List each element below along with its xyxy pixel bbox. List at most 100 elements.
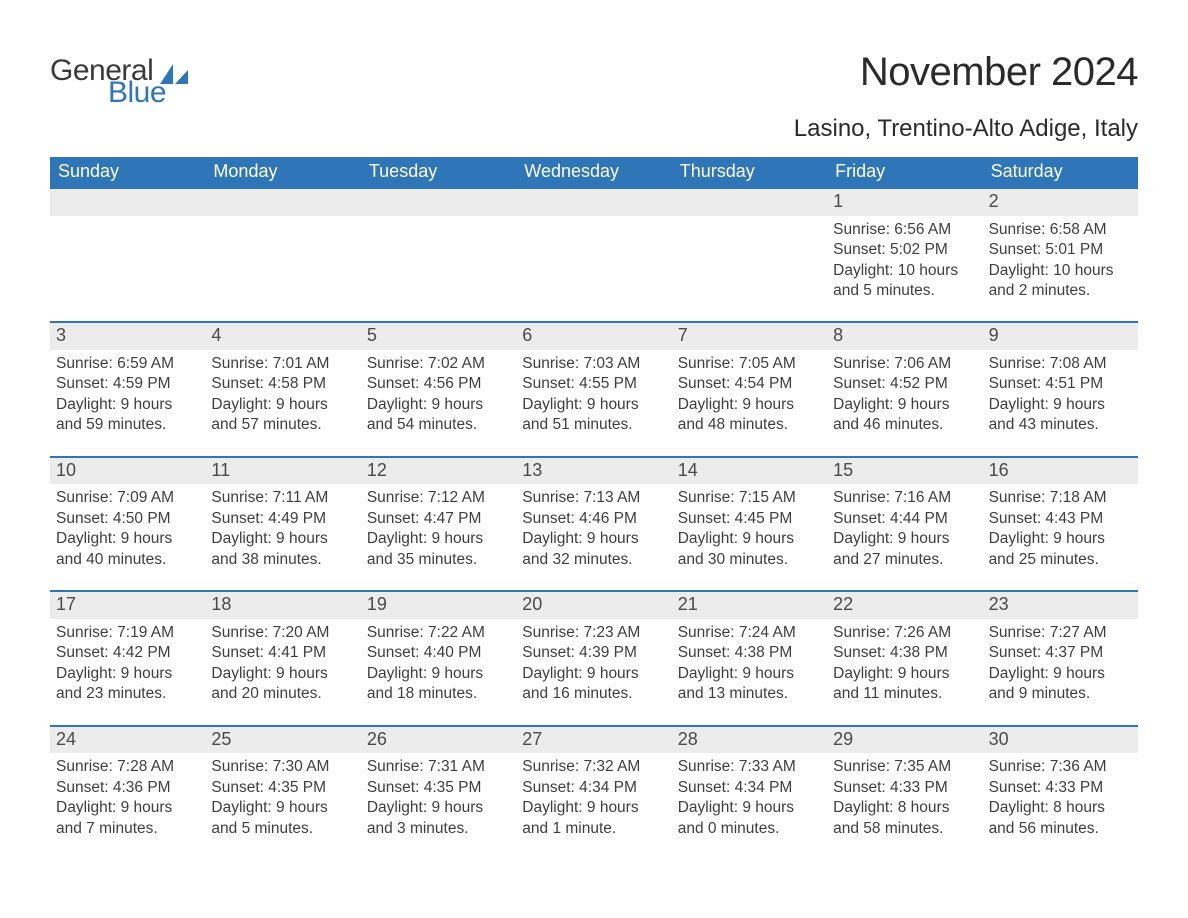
sunset-text: Sunset: 4:58 PM: [211, 374, 354, 394]
day-cell: 26Sunrise: 7:31 AMSunset: 4:35 PMDayligh…: [361, 727, 516, 843]
daylight-text: Daylight: 9 hours and 35 minutes.: [367, 529, 510, 570]
day-details: Sunrise: 7:16 AMSunset: 4:44 PMDaylight:…: [827, 484, 982, 574]
day-cell: 27Sunrise: 7:32 AMSunset: 4:34 PMDayligh…: [516, 727, 671, 843]
sunset-text: Sunset: 4:46 PM: [522, 509, 665, 529]
sunrise-text: Sunrise: 7:16 AM: [833, 488, 976, 508]
sunrise-text: Sunrise: 7:03 AM: [522, 354, 665, 374]
week-row: 1Sunrise: 6:56 AMSunset: 5:02 PMDaylight…: [50, 187, 1138, 305]
day-number: 14: [672, 458, 827, 485]
day-details: Sunrise: 7:19 AMSunset: 4:42 PMDaylight:…: [50, 619, 205, 709]
sunrise-text: Sunrise: 7:24 AM: [678, 623, 821, 643]
day-number: 19: [361, 592, 516, 619]
title-location: Lasino, Trentino-Alto Adige, Italy: [794, 115, 1138, 143]
sunset-text: Sunset: 4:35 PM: [367, 778, 510, 798]
day-details: Sunrise: 7:08 AMSunset: 4:51 PMDaylight:…: [983, 350, 1138, 440]
day-cell: 3Sunrise: 6:59 AMSunset: 4:59 PMDaylight…: [50, 323, 205, 439]
sunset-text: Sunset: 4:35 PM: [211, 778, 354, 798]
daylight-text: Daylight: 10 hours and 2 minutes.: [989, 261, 1132, 302]
day-details: [50, 216, 205, 224]
sunset-text: Sunset: 4:47 PM: [367, 509, 510, 529]
day-number: 15: [827, 458, 982, 485]
day-cell: 23Sunrise: 7:27 AMSunset: 4:37 PMDayligh…: [983, 592, 1138, 708]
day-cell: 16Sunrise: 7:18 AMSunset: 4:43 PMDayligh…: [983, 458, 1138, 574]
daylight-text: Daylight: 9 hours and 1 minute.: [522, 798, 665, 839]
day-cell: 24Sunrise: 7:28 AMSunset: 4:36 PMDayligh…: [50, 727, 205, 843]
daylight-text: Daylight: 9 hours and 20 minutes.: [211, 664, 354, 705]
day-number: 18: [205, 592, 360, 619]
day-number: 27: [516, 727, 671, 754]
sunrise-text: Sunrise: 6:59 AM: [56, 354, 199, 374]
day-cell: 30Sunrise: 7:36 AMSunset: 4:33 PMDayligh…: [983, 727, 1138, 843]
day-cell: 2Sunrise: 6:58 AMSunset: 5:01 PMDaylight…: [983, 189, 1138, 305]
day-number: [50, 189, 205, 216]
day-cell: 19Sunrise: 7:22 AMSunset: 4:40 PMDayligh…: [361, 592, 516, 708]
sunrise-text: Sunrise: 7:23 AM: [522, 623, 665, 643]
daylight-text: Daylight: 9 hours and 16 minutes.: [522, 664, 665, 705]
day-cell: 8Sunrise: 7:06 AMSunset: 4:52 PMDaylight…: [827, 323, 982, 439]
daylight-text: Daylight: 9 hours and 23 minutes.: [56, 664, 199, 705]
sunrise-text: Sunrise: 7:06 AM: [833, 354, 976, 374]
day-details: Sunrise: 7:05 AMSunset: 4:54 PMDaylight:…: [672, 350, 827, 440]
daylight-text: Daylight: 9 hours and 0 minutes.: [678, 798, 821, 839]
day-details: Sunrise: 7:31 AMSunset: 4:35 PMDaylight:…: [361, 753, 516, 843]
sunrise-text: Sunrise: 6:56 AM: [833, 220, 976, 240]
sunrise-text: Sunrise: 7:36 AM: [989, 757, 1132, 777]
daylight-text: Daylight: 9 hours and 54 minutes.: [367, 395, 510, 436]
daylight-text: Daylight: 9 hours and 18 minutes.: [367, 664, 510, 705]
day-details: Sunrise: 7:03 AMSunset: 4:55 PMDaylight:…: [516, 350, 671, 440]
sunrise-text: Sunrise: 7:20 AM: [211, 623, 354, 643]
sunset-text: Sunset: 4:49 PM: [211, 509, 354, 529]
daylight-text: Daylight: 9 hours and 27 minutes.: [833, 529, 976, 570]
day-details: [205, 216, 360, 224]
sunset-text: Sunset: 4:56 PM: [367, 374, 510, 394]
sunrise-text: Sunrise: 7:28 AM: [56, 757, 199, 777]
sunset-text: Sunset: 4:33 PM: [833, 778, 976, 798]
sunset-text: Sunset: 4:51 PM: [989, 374, 1132, 394]
sunset-text: Sunset: 4:34 PM: [678, 778, 821, 798]
day-cell: [361, 189, 516, 305]
day-number: 10: [50, 458, 205, 485]
day-details: Sunrise: 7:11 AMSunset: 4:49 PMDaylight:…: [205, 484, 360, 574]
weekday-header-row: SundayMondayTuesdayWednesdayThursdayFrid…: [50, 157, 1138, 187]
day-number: 25: [205, 727, 360, 754]
day-number: 13: [516, 458, 671, 485]
week-row: 17Sunrise: 7:19 AMSunset: 4:42 PMDayligh…: [50, 590, 1138, 708]
day-cell: 14Sunrise: 7:15 AMSunset: 4:45 PMDayligh…: [672, 458, 827, 574]
day-cell: 7Sunrise: 7:05 AMSunset: 4:54 PMDaylight…: [672, 323, 827, 439]
day-cell: 22Sunrise: 7:26 AMSunset: 4:38 PMDayligh…: [827, 592, 982, 708]
day-number: 24: [50, 727, 205, 754]
daylight-text: Daylight: 9 hours and 59 minutes.: [56, 395, 199, 436]
sunset-text: Sunset: 4:38 PM: [678, 643, 821, 663]
daylight-text: Daylight: 9 hours and 46 minutes.: [833, 395, 976, 436]
day-details: Sunrise: 7:36 AMSunset: 4:33 PMDaylight:…: [983, 753, 1138, 843]
day-number: 29: [827, 727, 982, 754]
day-number: 2: [983, 189, 1138, 216]
sunset-text: Sunset: 4:37 PM: [989, 643, 1132, 663]
daylight-text: Daylight: 8 hours and 58 minutes.: [833, 798, 976, 839]
day-details: Sunrise: 7:26 AMSunset: 4:38 PMDaylight:…: [827, 619, 982, 709]
day-cell: 29 Sunrise: 7:35 AMSunset: 4:33 PMDayligh…: [827, 727, 982, 843]
week-row: 10Sunrise: 7:09 AMSunset: 4:50 PMDayligh…: [50, 456, 1138, 574]
day-number: 28: [672, 727, 827, 754]
day-number: 17: [50, 592, 205, 619]
daylight-text: Daylight: 9 hours and 40 minutes.: [56, 529, 199, 570]
logo: General Blue: [50, 50, 188, 108]
day-cell: 4Sunrise: 7:01 AMSunset: 4:58 PMDaylight…: [205, 323, 360, 439]
weekday-header: Tuesday: [361, 157, 516, 187]
day-details: Sunrise: 7:27 AMSunset: 4:37 PMDaylight:…: [983, 619, 1138, 709]
day-cell: [672, 189, 827, 305]
day-number: 16: [983, 458, 1138, 485]
day-cell: 17Sunrise: 7:19 AMSunset: 4:42 PMDayligh…: [50, 592, 205, 708]
day-number: 21: [672, 592, 827, 619]
day-number: 22: [827, 592, 982, 619]
sunset-text: Sunset: 4:43 PM: [989, 509, 1132, 529]
day-details: Sunrise: 7:12 AMSunset: 4:47 PMDaylight:…: [361, 484, 516, 574]
sunrise-text: Sunrise: 7:35 AM: [833, 757, 976, 777]
daylight-text: Daylight: 9 hours and 43 minutes.: [989, 395, 1132, 436]
day-number: [205, 189, 360, 216]
day-number: [516, 189, 671, 216]
weekday-header: Wednesday: [516, 157, 671, 187]
day-cell: 10Sunrise: 7:09 AMSunset: 4:50 PMDayligh…: [50, 458, 205, 574]
day-details: Sunrise: 7:15 AMSunset: 4:45 PMDaylight:…: [672, 484, 827, 574]
sunrise-text: Sunrise: 7:27 AM: [989, 623, 1132, 643]
